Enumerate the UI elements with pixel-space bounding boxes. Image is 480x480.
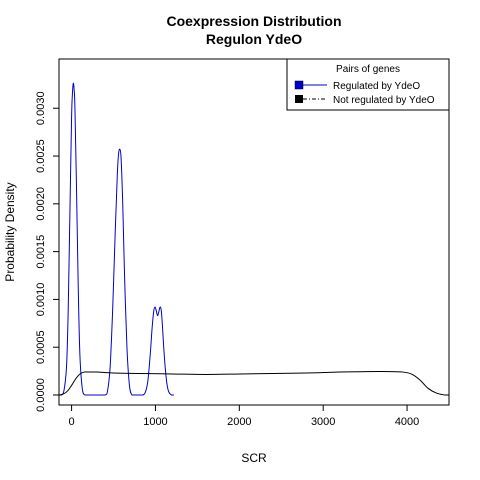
- legend-title: Pairs of genes: [336, 64, 400, 75]
- y-tick-label: 0.0025: [35, 139, 47, 173]
- chart-subtitle: Regulon YdeO: [206, 31, 302, 47]
- x-axis-label: SCR: [241, 451, 267, 465]
- y-tick-label: 0.0030: [35, 91, 47, 125]
- x-tick-label: 1000: [143, 416, 167, 428]
- y-tick-label: 0.0005: [35, 330, 47, 364]
- series-line-regulated: [58, 82, 174, 396]
- y-tick-label: 0.0000: [35, 378, 47, 412]
- legend: Pairs of genes Regulated by YdeO Not reg…: [286, 58, 450, 111]
- legend-swatch-regulated: [294, 80, 304, 90]
- chart-title: Coexpression Distribution: [166, 13, 341, 29]
- x-tick-label: 0: [69, 416, 75, 428]
- y-tick-label: 0.0020: [35, 187, 47, 221]
- x-tick-label: 3000: [311, 416, 335, 428]
- y-axis: 0.0000 0.0005 0.0010 0.0015 0.0020 0.0025 0.00…: [35, 91, 59, 412]
- x-tick-label: 4000: [395, 416, 419, 428]
- legend-swatch-not-regulated: [295, 95, 303, 103]
- legend-label-regulated: Regulated by YdeO: [333, 81, 420, 92]
- plot-area-frame: [58, 58, 450, 406]
- series-line-not-regulated: [58, 371, 449, 396]
- x-axis: 0 1000 2000 3000 4000: [69, 405, 419, 428]
- series-layer: [58, 82, 449, 396]
- y-axis-label: Probability Density: [3, 182, 17, 281]
- legend-label-not-regulated: Not regulated by YdeO: [333, 95, 435, 106]
- y-tick-label: 0.0010: [35, 283, 47, 317]
- y-tick-label: 0.0015: [35, 235, 47, 269]
- x-tick-label: 2000: [227, 416, 251, 428]
